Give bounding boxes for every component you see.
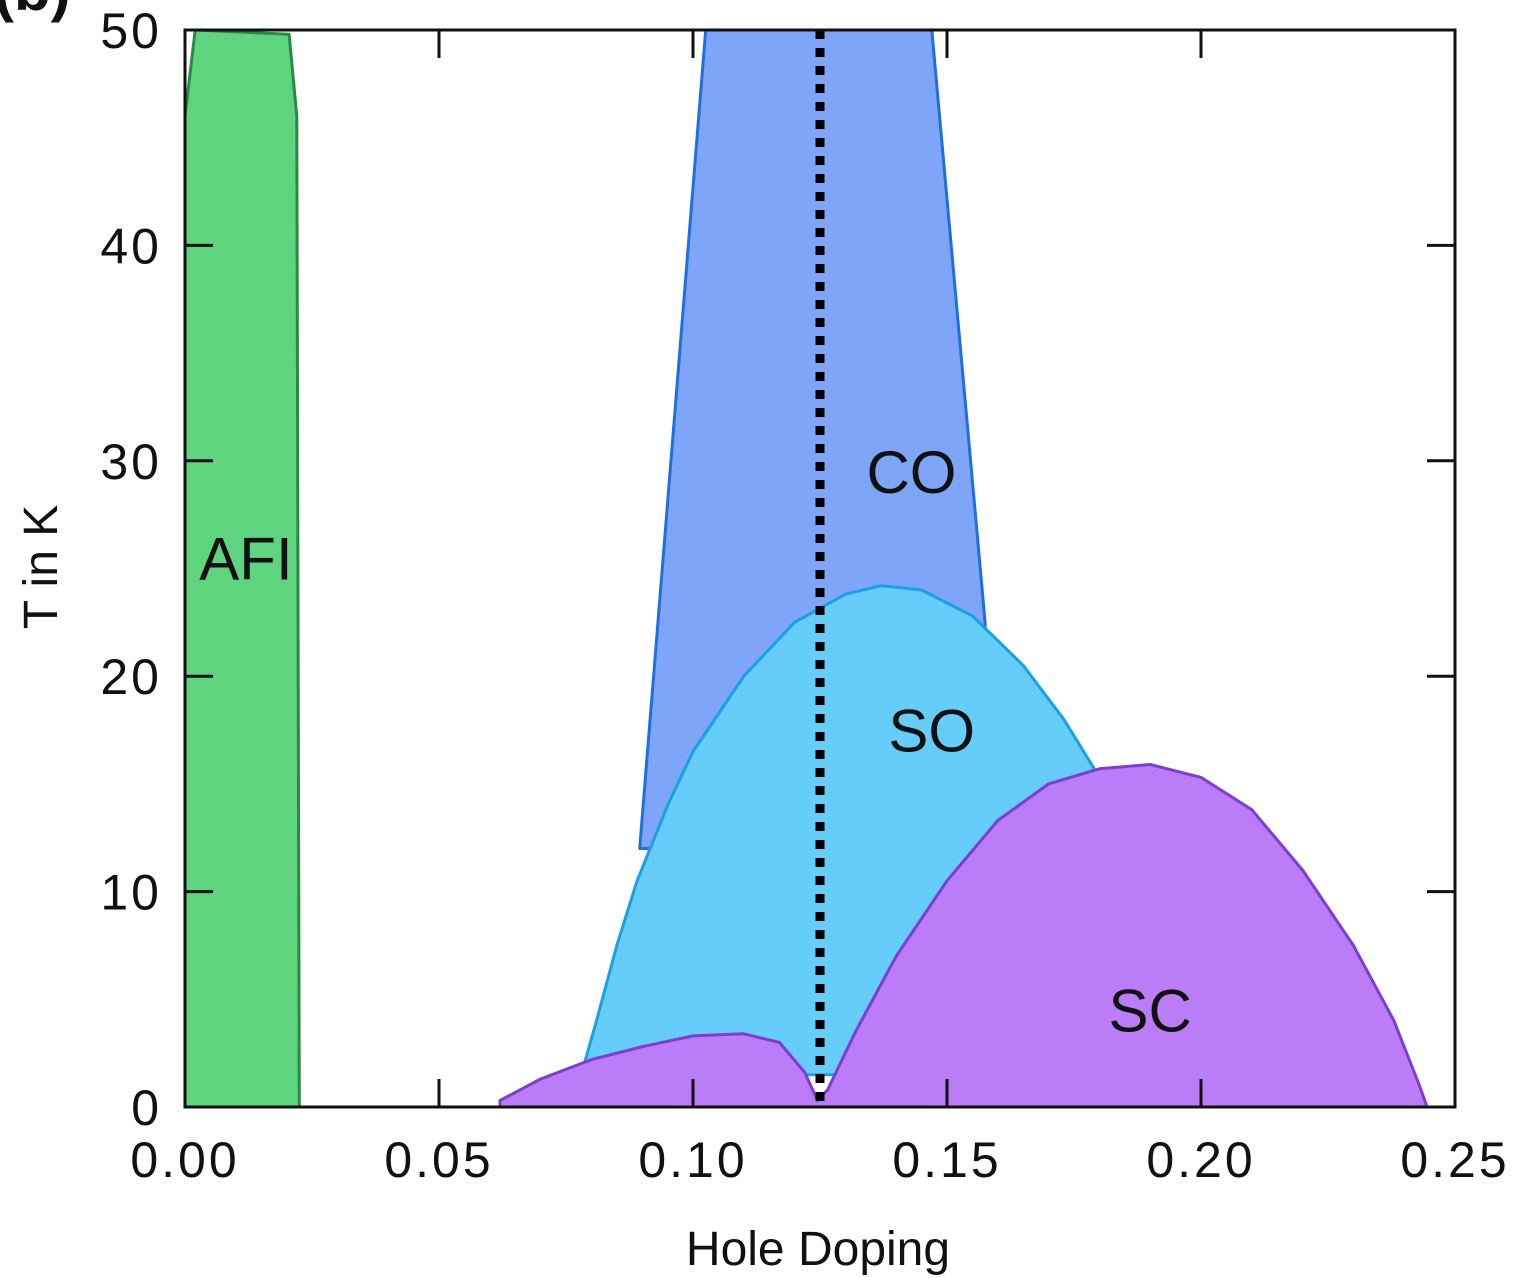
x-tick-label: 0.00 [130, 1132, 239, 1188]
region-label-sc: SC [1109, 978, 1192, 1045]
x-tick-label: 0.10 [638, 1132, 747, 1188]
y-tick-label: 10 [100, 865, 162, 921]
region-labels: CO SO SC AFI [199, 439, 1192, 1045]
x-tick-label: 0.20 [1146, 1132, 1255, 1188]
region-label-afi: AFI [199, 525, 292, 592]
plot-border [183, 28, 1457, 1109]
y-tick-label: 0 [131, 1080, 162, 1136]
x-tick-label: 0.25 [1400, 1132, 1509, 1188]
y-axis-label: T in K [15, 505, 68, 630]
plot-frame [183, 28, 1457, 1109]
region-sc [498, 763, 1429, 1109]
panel-label: (b) [0, 0, 71, 23]
x-axis-label: Hole Doping [686, 1223, 950, 1276]
y-tick-label: 50 [100, 3, 162, 59]
phase-regions [183, 28, 1429, 1109]
y-tick-label: 20 [100, 649, 162, 705]
y-axis-ticks: 0 10 20 30 40 50 [100, 3, 1455, 1136]
x-tick-label: 0.15 [892, 1132, 1001, 1188]
region-label-so: SO [888, 698, 975, 765]
y-tick-label: 30 [100, 434, 162, 490]
x-tick-label: 0.05 [384, 1132, 493, 1188]
y-tick-label: 40 [100, 218, 162, 274]
x-axis-ticks: 0.00 0.05 0.10 0.15 0.20 0.25 [130, 30, 1509, 1188]
region-label-co: CO [866, 439, 956, 506]
